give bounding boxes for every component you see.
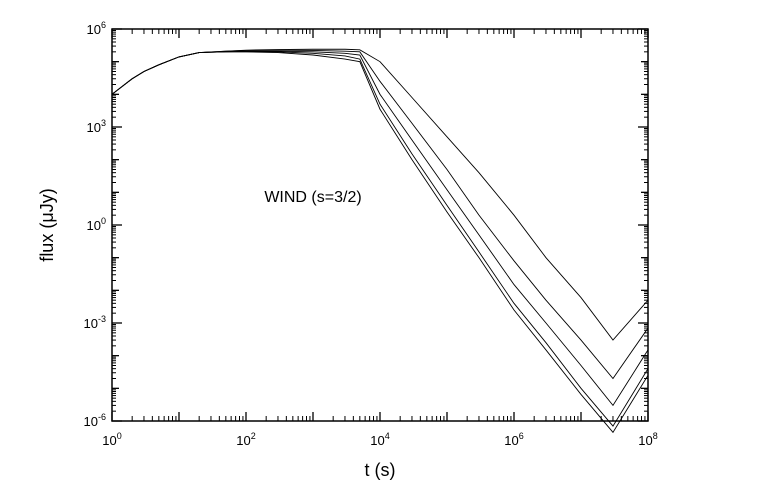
series-line-2 bbox=[111, 51, 649, 427]
x-tick-label: 100 bbox=[102, 431, 121, 448]
y-tick-label: 100 bbox=[87, 216, 106, 233]
series-line-5 bbox=[111, 48, 649, 341]
series-line-1 bbox=[111, 51, 649, 434]
y-tick-label: 10-6 bbox=[84, 412, 106, 429]
x-tick-label: 108 bbox=[638, 431, 657, 448]
x-tick-label: 106 bbox=[504, 431, 523, 448]
x-tick-label: 102 bbox=[236, 431, 255, 448]
series-line-4 bbox=[111, 49, 649, 380]
annotations: WIND (s=3/2) bbox=[264, 189, 361, 206]
x-tick-labels: 100 102 104 106 108 bbox=[102, 431, 657, 448]
y-tick-label: 10-3 bbox=[84, 314, 106, 331]
plot-marks bbox=[111, 48, 649, 434]
x-tick-label: 104 bbox=[370, 431, 389, 448]
y-tick-labels: 10-6 10-3 100 103 106 bbox=[84, 20, 106, 429]
y-tick-label: 103 bbox=[87, 118, 106, 135]
y-tick-label: 106 bbox=[87, 20, 106, 37]
annotation-label: WIND (s=3/2) bbox=[264, 189, 361, 206]
axis-ticks bbox=[111, 28, 649, 422]
y-axis-title: flux (μJy) bbox=[37, 188, 57, 261]
plot-frame bbox=[111, 28, 649, 422]
x-axis-title: t (s) bbox=[365, 460, 396, 480]
